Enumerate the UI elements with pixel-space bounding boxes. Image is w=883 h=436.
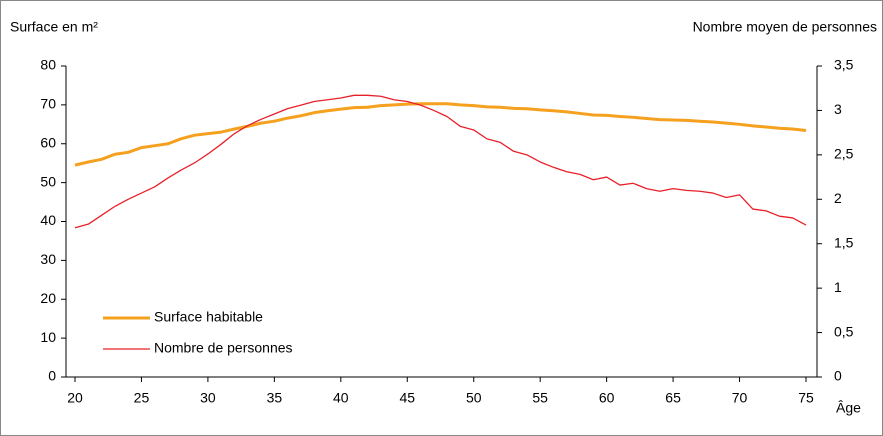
y2-tick-label: 2,5: [834, 146, 854, 162]
y-tick-label: 20: [40, 290, 56, 306]
y2-tick-label: 3,5: [834, 57, 854, 73]
x-tick-label: 45: [399, 390, 415, 406]
y-axis-title: Surface en m²: [10, 19, 98, 35]
y-tick-label: 70: [40, 96, 56, 112]
y2-axis-title: Nombre moyen de personnes: [693, 19, 877, 35]
legend-label: Nombre de personnes: [154, 340, 293, 356]
x-tick-label: 20: [67, 390, 83, 406]
x-tick-label: 55: [532, 390, 548, 406]
y2-tick-label: 1: [834, 279, 842, 295]
x-tick-label: 30: [200, 390, 216, 406]
y-tick-label: 0: [48, 368, 56, 384]
x-tick-label: 40: [333, 390, 349, 406]
data-line: [74, 94, 807, 229]
x-tick-label: 70: [732, 390, 748, 406]
y2-tick-label: 1,5: [834, 234, 854, 250]
data-line: [74, 102, 807, 167]
y2-tick-label: 0: [834, 368, 842, 384]
legend-label: Surface habitable: [154, 309, 263, 325]
y-tick-label: 10: [40, 329, 56, 345]
y2-tick-label: 3: [834, 101, 842, 117]
y-tick-label: 30: [40, 251, 56, 267]
x-axis-title: Âge: [836, 400, 861, 416]
y-tick-label: 40: [40, 212, 56, 228]
y2-tick-label: 0,5: [834, 323, 854, 339]
x-tick-label: 25: [134, 390, 150, 406]
x-tick-label: 60: [599, 390, 615, 406]
y-tick-label: 60: [40, 134, 56, 150]
y-tick-label: 80: [40, 57, 56, 73]
x-tick-label: 65: [665, 390, 681, 406]
y2-tick-label: 2: [834, 190, 842, 206]
x-tick-label: 35: [267, 390, 283, 406]
x-tick-label: 50: [466, 390, 482, 406]
x-tick-label: 75: [798, 390, 814, 406]
y-tick-label: 50: [40, 173, 56, 189]
